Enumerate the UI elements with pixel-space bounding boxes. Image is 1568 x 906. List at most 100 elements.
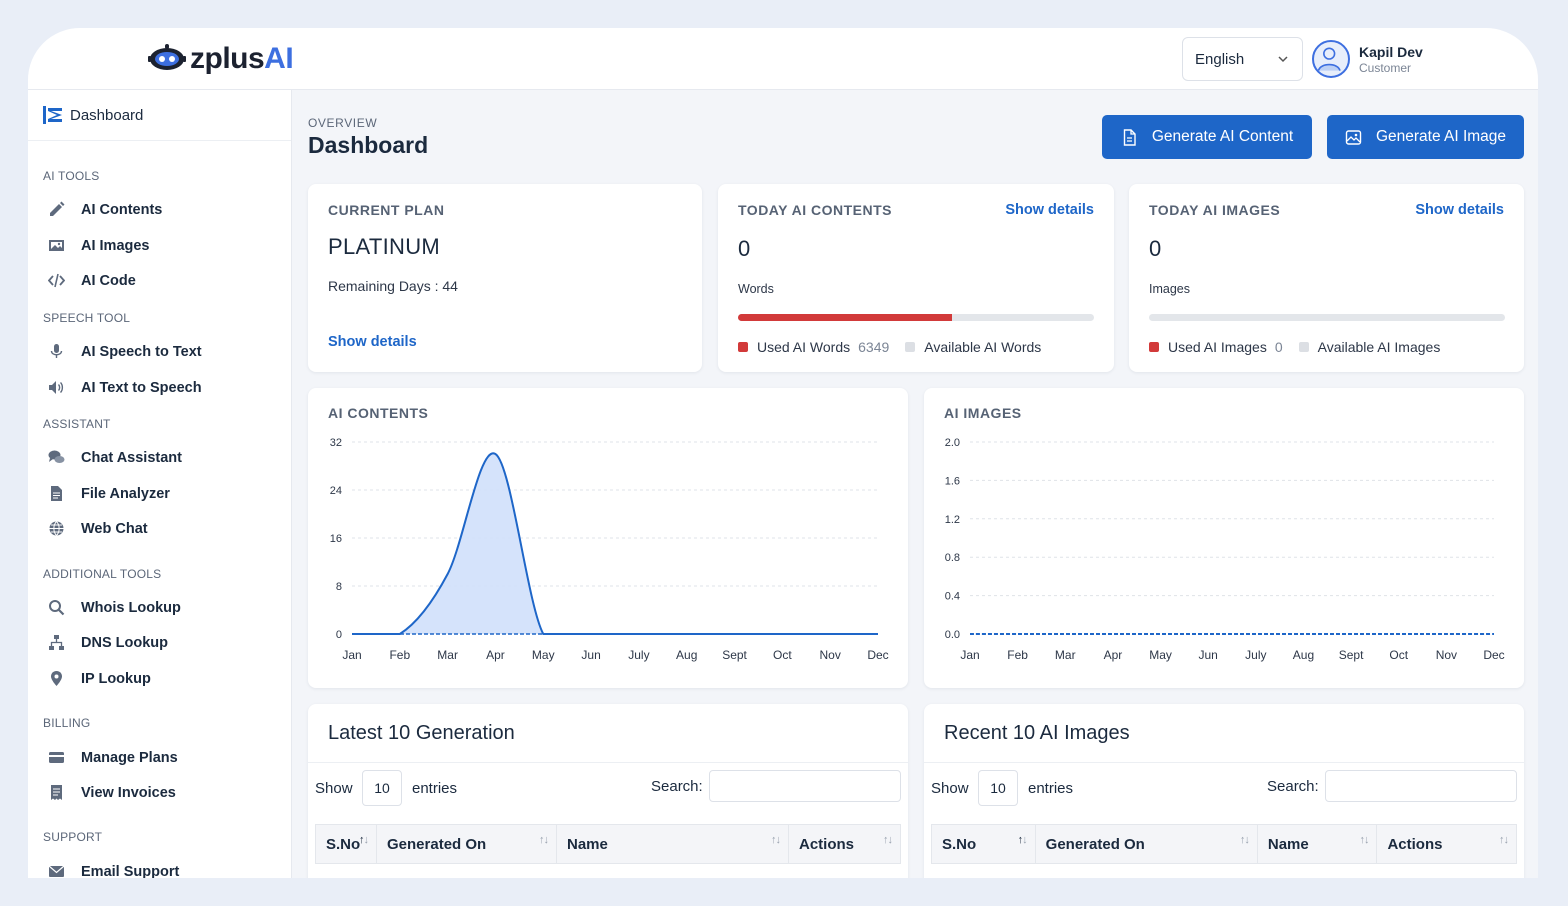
sidebar-item-file-analyzer[interactable]: File Analyzer xyxy=(48,485,170,502)
ai-contents-chart-card: 0 8 16 24 32 Jan Feb Mar Apr May Jun July Aug Sept Oct… xyxy=(308,388,908,688)
x-tick-label: Feb xyxy=(1007,648,1028,662)
generate-ai-content-button[interactable]: Generate AI Content xyxy=(1102,115,1312,159)
images-legend: Used AI Images 0 Available AI Images xyxy=(1149,339,1440,355)
y-tick-label: 0 xyxy=(336,629,342,641)
sidebar-item-label: AI Images xyxy=(81,237,150,254)
location-pin-icon xyxy=(51,671,62,686)
latest-generation-table-card: Latest 10 Generation Show 10 entries Sea… xyxy=(308,704,908,878)
x-tick-label: Jan xyxy=(960,648,979,662)
current-plan-card: CURRENT PLAN PLATINUM Remaining Days : 4… xyxy=(308,184,702,372)
available-swatch xyxy=(905,342,916,352)
x-tick-label: Nov xyxy=(820,648,841,662)
col-sno[interactable]: S.No ↑↓ xyxy=(316,825,377,863)
dashboard-icon xyxy=(43,106,62,124)
image-icon xyxy=(49,240,64,251)
contents-unit: Words xyxy=(738,282,774,296)
contents-count: 0 xyxy=(738,236,751,261)
entries-select[interactable]: 10 xyxy=(978,770,1018,806)
language-select[interactable]: English xyxy=(1182,37,1303,81)
sidebar-item-label: DNS Lookup xyxy=(81,634,168,651)
col-name[interactable]: Name ↑↓ xyxy=(557,825,789,863)
x-tick-label: Sept xyxy=(1339,648,1364,662)
used-swatch xyxy=(1149,342,1159,352)
show-label: Show xyxy=(315,780,353,797)
logo[interactable]: zplusAI xyxy=(148,42,294,76)
sidebar-item-dashboard[interactable]: Dashboard xyxy=(28,90,291,141)
sidebar-item-email-support[interactable]: Email Support xyxy=(48,863,179,878)
sidebar-item-web-chat[interactable]: Web Chat xyxy=(48,520,148,537)
x-tick-label: Jan xyxy=(342,648,361,662)
invoice-icon xyxy=(51,785,62,800)
used-label: Used AI Images xyxy=(1168,339,1267,355)
col-generated-on[interactable]: Generated On ↑↓ xyxy=(377,825,557,863)
sidebar-item-ai-code[interactable]: AI Code xyxy=(48,272,136,289)
used-label: Used AI Words xyxy=(757,339,851,355)
y-tick-label: 0.4 xyxy=(945,591,960,603)
chart-title: AI IMAGES xyxy=(944,405,1022,421)
entries-select[interactable]: 10 xyxy=(362,770,402,806)
section-speech-tool: SPEECH TOOL xyxy=(43,311,131,325)
col-actions[interactable]: Actions ↑↓ xyxy=(799,834,893,853)
col-actions[interactable]: Actions ↑↓ xyxy=(1387,834,1509,853)
x-tick-label: Mar xyxy=(437,648,458,662)
sidebar-item-label: AI Code xyxy=(81,272,136,289)
breadcrumb: OVERVIEW xyxy=(308,116,378,130)
sort-icon: ↑↓ xyxy=(1239,834,1250,846)
user-menu[interactable]: Kapil Dev Customer xyxy=(1312,40,1423,78)
x-tick-label: July xyxy=(1245,648,1266,662)
today-ai-contents-card: TODAY AI CONTENTS Show details 0 Words U… xyxy=(718,184,1114,372)
col-name[interactable]: Name ↑↓ xyxy=(1258,825,1378,863)
robot-logo-icon xyxy=(148,44,186,70)
y-tick-label: 0.0 xyxy=(945,629,960,641)
sort-icon: ↑↓ xyxy=(539,834,549,846)
sidebar-item-ai-contents[interactable]: AI Contents xyxy=(48,201,162,218)
section-additional-tools: ADDITIONAL TOOLS xyxy=(43,567,162,581)
credit-card-icon xyxy=(49,752,64,763)
sidebar-item-label: View Invoices xyxy=(81,784,176,801)
images-progress-bar xyxy=(1149,314,1505,321)
sidebar-item-whois-lookup[interactable]: Whois Lookup xyxy=(48,599,181,616)
x-tick-label: Aug xyxy=(1293,648,1314,662)
sidebar-item-view-invoices[interactable]: View Invoices xyxy=(48,784,176,801)
show-label: Show xyxy=(931,780,969,797)
y-tick-label: 16 xyxy=(330,533,342,545)
divider xyxy=(924,762,1524,763)
plan-name: PLATINUM xyxy=(328,234,441,259)
sidebar-item-ip-lookup[interactable]: IP Lookup xyxy=(48,670,151,687)
images-show-details-link[interactable]: Show details xyxy=(1415,202,1504,218)
document-icon xyxy=(1123,128,1136,146)
chevron-down-icon xyxy=(1278,56,1288,63)
col-generated-on[interactable]: Generated On ↑↓ xyxy=(1036,825,1258,863)
search-input[interactable] xyxy=(1325,770,1517,802)
ai-contents-chart: 0 8 16 24 32 Jan Feb Mar Apr May Jun July Aug Sept Oct… xyxy=(330,437,889,662)
code-icon xyxy=(48,273,65,288)
microphone-icon xyxy=(50,344,63,358)
section-support: SUPPORT xyxy=(43,830,103,844)
sidebar-item-label: Web Chat xyxy=(81,520,148,537)
used-swatch xyxy=(738,342,748,352)
generate-ai-image-button[interactable]: Generate AI Image xyxy=(1327,115,1524,159)
sort-icon: ↑↓ xyxy=(359,834,369,846)
contents-show-details-link[interactable]: Show details xyxy=(1005,202,1094,218)
sidebar-item-label: AI Contents xyxy=(81,201,163,218)
col-sno[interactable]: S.No ↑↓ xyxy=(932,825,1036,863)
email-icon xyxy=(48,865,65,877)
sidebar-item-speech-to-text[interactable]: AI Speech to Text xyxy=(48,343,202,360)
sidebar-item-dns-lookup[interactable]: DNS Lookup xyxy=(48,634,168,651)
sidebar-item-ai-images[interactable]: AI Images xyxy=(48,237,150,254)
sidebar-item-text-to-speech[interactable]: AI Text to Speech xyxy=(48,379,202,396)
page-title: Dashboard xyxy=(308,132,429,158)
sidebar-item-manage-plans[interactable]: Manage Plans xyxy=(48,749,178,766)
sidebar-item-label: IP Lookup xyxy=(81,670,151,687)
series-line xyxy=(351,452,878,635)
available-label: Available AI Words xyxy=(924,339,1042,355)
y-tick-label: 24 xyxy=(330,485,342,497)
search-input[interactable] xyxy=(709,770,901,802)
network-icon xyxy=(49,635,64,650)
x-tick-label: Sept xyxy=(722,648,747,662)
sidebar-item-chat-assistant[interactable]: Chat Assistant xyxy=(48,449,182,466)
plan-show-details-link[interactable]: Show details xyxy=(328,334,417,350)
section-ai-tools: AI TOOLS xyxy=(43,169,100,183)
language-value: English xyxy=(1195,50,1245,68)
